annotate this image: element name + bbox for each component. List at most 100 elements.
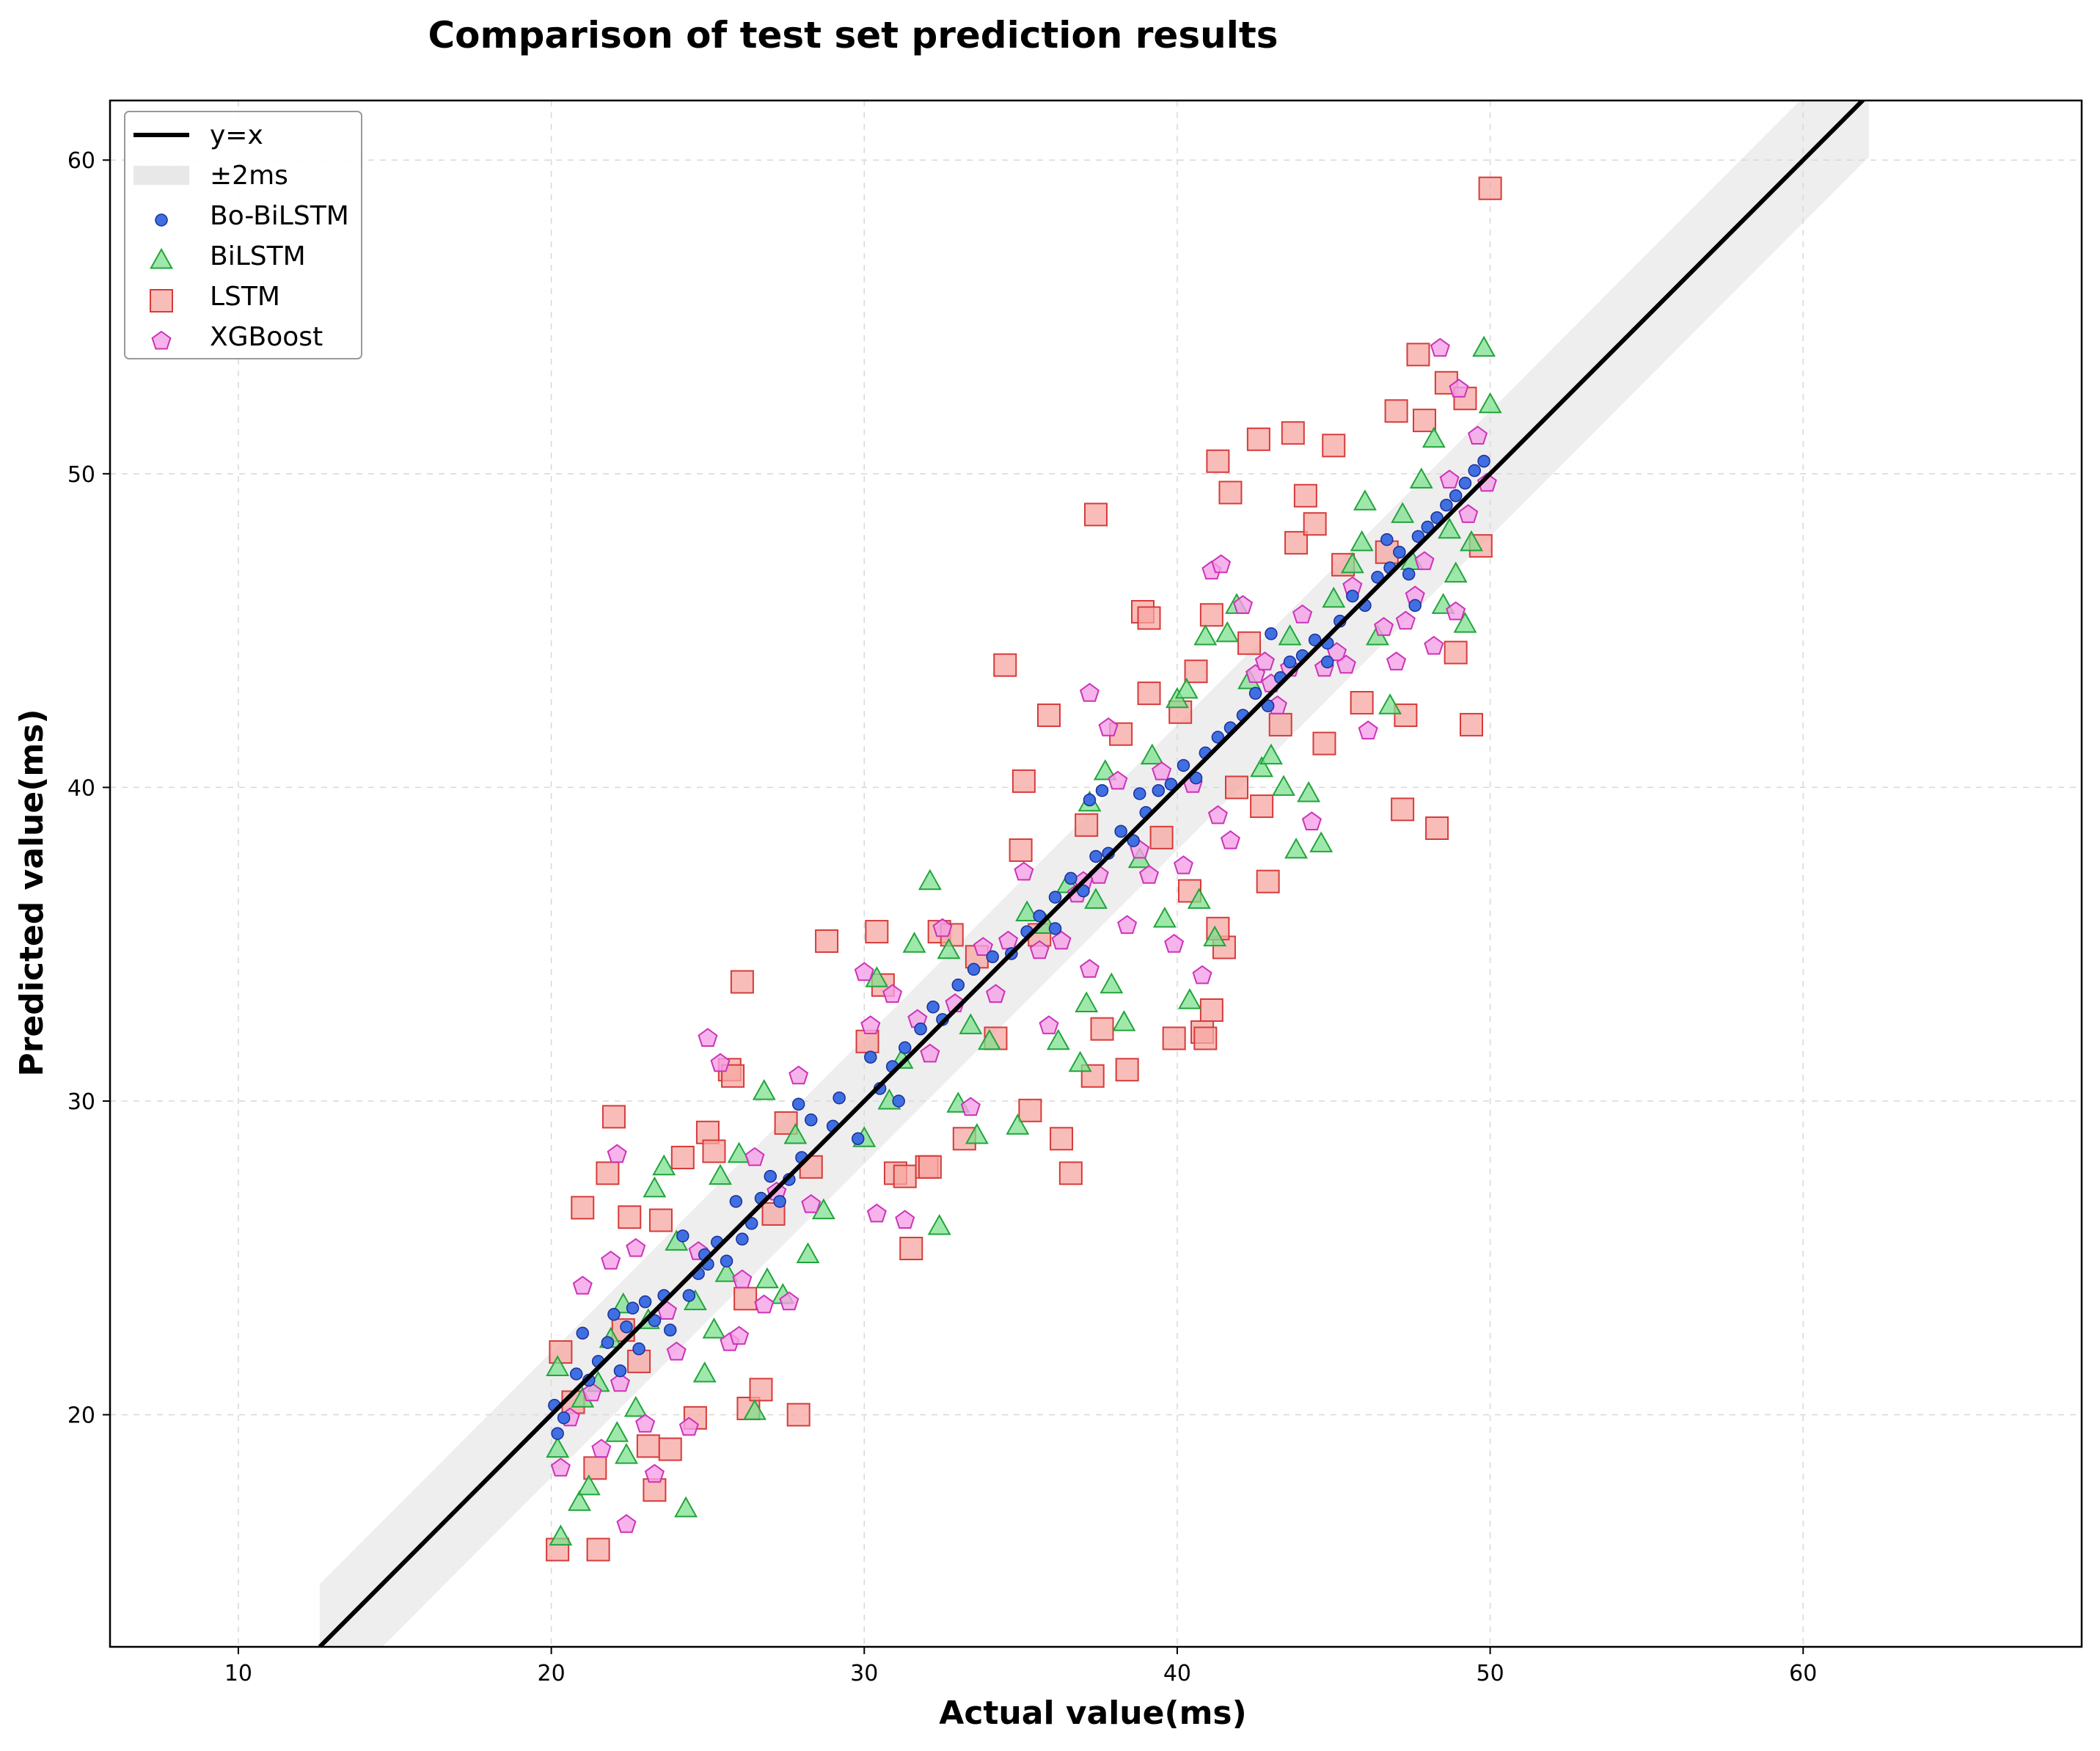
data-point-xgboost <box>866 1203 887 1223</box>
data-point-xgboost <box>779 1291 800 1311</box>
data-point-lstm <box>1312 731 1336 756</box>
data-point-bo-bilstm <box>620 1320 633 1334</box>
data-point-bilstm <box>902 932 926 953</box>
data-point-bilstm <box>1391 502 1415 523</box>
data-point-bo-bilstm <box>773 1195 786 1208</box>
data-point-bo-bilstm <box>1177 758 1190 772</box>
data-point-lstm <box>899 1236 923 1260</box>
data-point-lstm <box>1237 631 1262 655</box>
data-point-xgboost <box>710 1053 731 1072</box>
data-point-bo-bilstm <box>1133 787 1146 800</box>
data-point-xgboost <box>1449 379 1469 398</box>
legend-swatch-band <box>133 166 189 185</box>
data-point-lstm <box>1137 606 1161 630</box>
y-tick-label: 20 <box>67 1403 95 1429</box>
data-point-bilstm <box>1259 743 1283 765</box>
data-point-lstm <box>1199 603 1223 627</box>
data-point-bo-bilstm <box>1371 571 1384 584</box>
data-point-bilstm <box>615 1443 638 1464</box>
data-point-bilstm <box>756 1267 779 1289</box>
data-point-bo-bilstm <box>1421 520 1435 534</box>
data-point-lstm <box>1149 825 1174 849</box>
data-point-xgboost <box>1108 770 1128 790</box>
data-point-bo-bilstm <box>898 1041 912 1055</box>
data-point-bilstm <box>1438 517 1462 539</box>
data-point-xgboost <box>678 1416 699 1436</box>
data-point-bo-bilstm <box>1458 476 1472 490</box>
data-point-bilstm <box>1193 624 1218 646</box>
data-point-bilstm <box>1272 775 1295 796</box>
data-point-bo-bilstm <box>1411 530 1425 544</box>
data-point-bilstm <box>1460 530 1483 552</box>
data-point-lstm <box>1090 1017 1114 1041</box>
data-point-bo-bilstm <box>967 962 981 976</box>
data-point-bilstm <box>742 1399 767 1420</box>
data-point-xgboost <box>729 1326 750 1345</box>
data-point-xgboost <box>1414 551 1435 571</box>
data-point-xgboost <box>1039 1015 1059 1034</box>
data-point-bo-bilstm <box>833 1091 846 1105</box>
data-point-bilstm <box>692 1361 717 1383</box>
data-point-bilstm <box>1140 743 1164 765</box>
data-point-xgboost <box>1220 830 1240 849</box>
data-point-xgboost <box>801 1193 822 1213</box>
data-point-lstm <box>1162 1026 1186 1050</box>
data-point-xgboost <box>1233 595 1254 614</box>
data-point-bilstm <box>1100 972 1124 994</box>
data-point-xgboost <box>1192 965 1212 984</box>
data-point-bilstm <box>1353 489 1377 511</box>
legend-label: y=x <box>210 120 263 150</box>
data-point-xgboost <box>882 984 903 1004</box>
data-point-lstm <box>1009 838 1033 862</box>
data-point-xgboost <box>1439 469 1460 489</box>
data-point-bilstm <box>702 1317 726 1339</box>
data-point-bo-bilstm <box>1152 783 1166 797</box>
data-point-lstm <box>1075 813 1099 837</box>
data-point-bilstm <box>1422 426 1446 448</box>
data-point-xgboost <box>1430 337 1450 357</box>
data-point-xgboost <box>1051 930 1072 950</box>
data-point-lstm <box>1137 681 1161 706</box>
data-point-lstm <box>1413 409 1436 433</box>
data-point-lstm <box>1250 794 1274 819</box>
data-point-bilstm <box>643 1176 667 1198</box>
data-point-bilstm <box>1152 906 1177 928</box>
data-point-lstm <box>730 970 754 994</box>
data-point-bo-bilstm <box>926 1000 940 1014</box>
data-point-bilstm <box>709 1163 732 1185</box>
data-point-lstm <box>993 653 1017 677</box>
data-point-lstm <box>636 1434 660 1458</box>
data-point-xgboost <box>1079 682 1100 702</box>
data-point-lstm <box>1303 512 1327 536</box>
data-point-xgboost <box>616 1513 637 1533</box>
legend-label: XGBoost <box>210 322 323 352</box>
data-point-bilstm <box>959 1013 983 1034</box>
data-point-bo-bilstm <box>804 1113 818 1127</box>
data-point-bo-bilstm <box>914 1022 927 1036</box>
data-point-bo-bilstm <box>1430 511 1444 524</box>
data-point-xgboost <box>895 1210 915 1229</box>
data-point-bo-bilstm <box>638 1295 652 1309</box>
data-point-xgboost <box>754 1294 775 1314</box>
data-point-xgboost <box>591 1439 612 1458</box>
plot-frame <box>109 99 2083 1648</box>
data-point-bo-bilstm <box>601 1336 615 1349</box>
data-point-lstm <box>549 1340 573 1364</box>
data-point-xgboost <box>744 1147 765 1166</box>
data-point-xgboost <box>932 918 953 937</box>
data-point-xgboost <box>1358 720 1378 739</box>
data-point-xgboost <box>985 984 1006 1004</box>
data-point-bilstm <box>918 869 942 891</box>
data-point-lstm <box>1384 399 1408 423</box>
data-point-bo-bilstm <box>1440 498 1453 512</box>
data-point-bo-bilstm <box>1449 489 1463 502</box>
data-point-lstm <box>1218 480 1243 505</box>
data-point-bo-bilstm <box>1164 778 1178 791</box>
data-point-lstm <box>596 1161 620 1185</box>
data-point-bilstm <box>796 1242 820 1264</box>
data-point-bilstm <box>1215 621 1240 643</box>
data-point-xgboost <box>1292 604 1313 624</box>
x-tick-label: 50 <box>1477 1661 1504 1686</box>
data-point-bo-bilstm <box>864 1050 877 1064</box>
